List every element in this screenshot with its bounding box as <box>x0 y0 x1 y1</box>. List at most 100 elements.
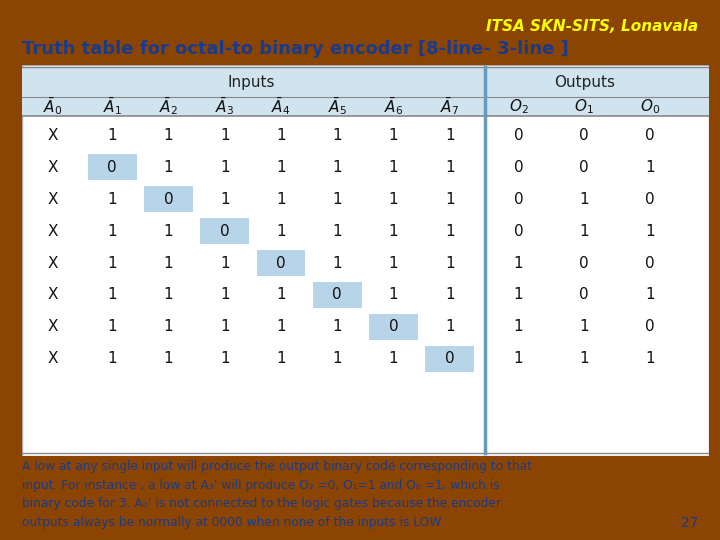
Text: Inputs: Inputs <box>228 76 275 90</box>
Text: 0: 0 <box>107 160 117 175</box>
Text: 0: 0 <box>389 319 398 334</box>
Text: 1: 1 <box>276 319 286 334</box>
Text: 1: 1 <box>333 128 342 143</box>
Text: 1: 1 <box>333 192 342 207</box>
Text: $O_1$: $O_1$ <box>575 97 594 116</box>
Text: 1: 1 <box>220 319 230 334</box>
Text: $\bar{A}_0$: $\bar{A}_0$ <box>43 96 63 117</box>
FancyBboxPatch shape <box>22 65 709 456</box>
Text: 1: 1 <box>220 352 230 366</box>
Text: 1: 1 <box>645 224 654 239</box>
Text: 0: 0 <box>645 128 654 143</box>
Text: 1: 1 <box>580 192 589 207</box>
Text: 1: 1 <box>107 128 117 143</box>
FancyBboxPatch shape <box>426 346 474 372</box>
Text: 1: 1 <box>163 319 174 334</box>
Text: X: X <box>48 319 58 334</box>
Text: 0: 0 <box>333 287 342 302</box>
Text: A low at any single input will produce the output binary code corresponding to t: A low at any single input will produce t… <box>22 460 531 529</box>
FancyBboxPatch shape <box>22 66 709 116</box>
Text: Outputs: Outputs <box>554 76 615 90</box>
FancyBboxPatch shape <box>200 218 249 244</box>
Text: Truth table for octal-to binary encoder [8-line- 3-line ]: Truth table for octal-to binary encoder … <box>22 40 568 58</box>
Text: 1: 1 <box>389 160 398 175</box>
Text: 1: 1 <box>445 160 454 175</box>
Text: 1: 1 <box>445 192 454 207</box>
Text: 0: 0 <box>514 128 523 143</box>
Text: 1: 1 <box>220 160 230 175</box>
Text: 1: 1 <box>514 352 523 366</box>
Text: $O_2$: $O_2$ <box>509 97 528 116</box>
Text: 1: 1 <box>276 287 286 302</box>
Text: X: X <box>48 287 58 302</box>
Text: 1: 1 <box>445 287 454 302</box>
Text: $\bar{A}_7$: $\bar{A}_7$ <box>440 96 459 117</box>
Text: 0: 0 <box>514 160 523 175</box>
Text: 1: 1 <box>276 192 286 207</box>
Text: 1: 1 <box>333 224 342 239</box>
Text: $\bar{A}_6$: $\bar{A}_6$ <box>384 96 403 117</box>
Text: 1: 1 <box>445 255 454 271</box>
FancyBboxPatch shape <box>88 154 137 180</box>
Text: 1: 1 <box>333 319 342 334</box>
Text: 0: 0 <box>580 287 589 302</box>
Text: X: X <box>48 128 58 143</box>
Text: 1: 1 <box>445 319 454 334</box>
Text: 1: 1 <box>163 224 174 239</box>
Text: X: X <box>48 255 58 271</box>
Text: 1: 1 <box>514 255 523 271</box>
Text: 1: 1 <box>220 287 230 302</box>
Text: 1: 1 <box>645 287 654 302</box>
Text: 1: 1 <box>333 255 342 271</box>
Text: 0: 0 <box>580 160 589 175</box>
Text: 1: 1 <box>645 352 654 366</box>
Text: 1: 1 <box>220 192 230 207</box>
Text: 0: 0 <box>645 319 654 334</box>
Text: 1: 1 <box>514 287 523 302</box>
Text: 0: 0 <box>445 352 454 366</box>
Text: $\bar{A}_3$: $\bar{A}_3$ <box>215 96 235 117</box>
Text: 1: 1 <box>107 352 117 366</box>
Text: 1: 1 <box>389 224 398 239</box>
Text: 1: 1 <box>445 224 454 239</box>
Text: 1: 1 <box>107 319 117 334</box>
Text: 27: 27 <box>681 516 698 530</box>
Text: X: X <box>48 192 58 207</box>
Text: 1: 1 <box>580 319 589 334</box>
Text: X: X <box>48 352 58 366</box>
Text: $\bar{A}_2$: $\bar{A}_2$ <box>159 96 178 117</box>
Text: 0: 0 <box>645 255 654 271</box>
Text: ITSA SKN-SITS, Lonavala: ITSA SKN-SITS, Lonavala <box>486 19 698 34</box>
Text: 1: 1 <box>276 352 286 366</box>
Text: 0: 0 <box>220 224 230 239</box>
Text: 1: 1 <box>389 287 398 302</box>
Text: 1: 1 <box>163 352 174 366</box>
Text: 1: 1 <box>276 160 286 175</box>
Text: 1: 1 <box>163 128 174 143</box>
Text: 1: 1 <box>645 160 654 175</box>
Text: X: X <box>48 160 58 175</box>
Text: 1: 1 <box>107 287 117 302</box>
Text: 1: 1 <box>580 352 589 366</box>
Text: 0: 0 <box>276 255 286 271</box>
FancyBboxPatch shape <box>369 314 418 340</box>
Text: 0: 0 <box>580 255 589 271</box>
Text: 1: 1 <box>389 352 398 366</box>
Text: 1: 1 <box>333 160 342 175</box>
Text: $\bar{A}_5$: $\bar{A}_5$ <box>328 96 347 117</box>
Text: 0: 0 <box>645 192 654 207</box>
Text: 1: 1 <box>107 224 117 239</box>
Text: 1: 1 <box>163 160 174 175</box>
Text: 1: 1 <box>220 255 230 271</box>
Text: 0: 0 <box>514 192 523 207</box>
Text: 0: 0 <box>163 192 174 207</box>
Text: 1: 1 <box>389 192 398 207</box>
Text: 0: 0 <box>580 128 589 143</box>
Text: 1: 1 <box>333 352 342 366</box>
Text: 1: 1 <box>107 255 117 271</box>
Text: $\bar{A}_4$: $\bar{A}_4$ <box>271 96 291 117</box>
Text: X: X <box>48 224 58 239</box>
Text: 1: 1 <box>514 319 523 334</box>
Text: 1: 1 <box>107 192 117 207</box>
Text: 1: 1 <box>163 255 174 271</box>
